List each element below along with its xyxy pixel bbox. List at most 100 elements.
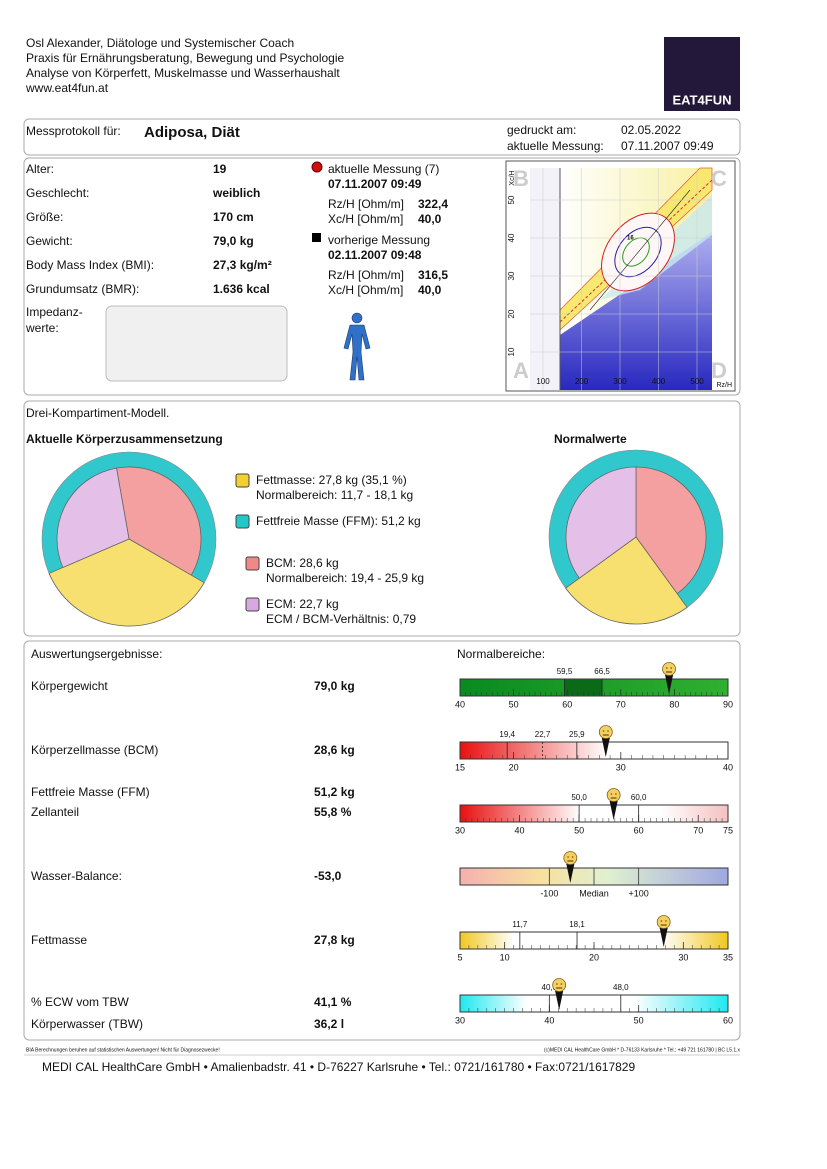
result-value: 51,2 kg	[314, 785, 355, 799]
tick-label: 40	[544, 1015, 554, 1025]
label: Messprotokoll für:	[26, 124, 121, 138]
marker-face	[606, 788, 621, 802]
tick-label: 60	[562, 699, 572, 709]
tick-label: 40	[515, 825, 525, 835]
label: Xc/H [Ohm/m]	[328, 283, 403, 297]
tick-label: 70	[616, 699, 626, 709]
patient-name: Adiposa, Diät	[144, 124, 240, 141]
x-tick-label: 100	[536, 377, 550, 386]
result-value: 36,2 l	[314, 1017, 344, 1031]
label: Xc/H [Ohm/m]	[328, 212, 403, 226]
y-tick-label: 10	[507, 347, 516, 356]
label: Geschlecht:	[26, 186, 89, 200]
tick-label: 80	[669, 699, 679, 709]
legend-text: ECM / BCM-Verhältnis: 0,79	[266, 612, 416, 626]
label: Rz/H [Ohm/m]	[328, 197, 404, 211]
x-tick-label: 500	[690, 377, 704, 386]
marker-smile	[666, 667, 673, 673]
result-label: % ECW vom TBW	[31, 995, 129, 1009]
pie-slice	[565, 536, 688, 625]
footer-note: BIA Berechnungen beruhen auf statistisch…	[26, 1047, 220, 1053]
range-label: 66,5	[594, 667, 610, 676]
result-value: -53,0	[314, 869, 342, 883]
label: Body Mass Index (BMI):	[26, 258, 154, 272]
tick-label: 30	[455, 1015, 465, 1025]
logo	[664, 37, 740, 111]
value: 1.636 kcal	[213, 282, 270, 296]
value: 02.05.2022	[621, 123, 681, 137]
normal-band	[564, 679, 603, 696]
value: 07.11.2007 09:49	[621, 139, 714, 153]
value: 27,3 kg/m²	[213, 258, 272, 272]
result-value: 28,6 kg	[314, 743, 355, 757]
pie-slice	[116, 466, 202, 576]
result-label: Körpergewicht	[31, 679, 108, 693]
previous-square	[312, 233, 321, 242]
tick-label: 35	[723, 952, 733, 962]
marker-pointer	[609, 801, 618, 820]
scale-bar	[459, 741, 729, 760]
range-label: 11,7	[512, 920, 528, 929]
value: 170 cm	[213, 210, 254, 224]
value: 40,0	[418, 283, 442, 297]
result-value: 41,1 %	[314, 995, 352, 1009]
marker-face	[552, 978, 567, 992]
tick-label: -100	[540, 888, 558, 898]
tick-label: 60	[634, 825, 644, 835]
section-title: Normalbereiche:	[457, 647, 545, 661]
range-label: 22,7	[535, 730, 551, 739]
tick-label: 70	[693, 825, 703, 835]
tick-label: 20	[509, 762, 519, 772]
result-label: Körperzellmasse (BCM)	[31, 743, 158, 757]
pie-slice	[635, 466, 707, 595]
tick-label: 75	[723, 825, 733, 835]
result-value: 79,0 kg	[314, 679, 355, 693]
marker-smile	[602, 730, 609, 736]
section-title: Drei-Kompartiment-Modell.	[26, 406, 169, 420]
y-axis-label: Xc/H	[509, 170, 516, 185]
y-tick-label: 40	[507, 233, 516, 242]
marker-smile	[660, 920, 667, 926]
section-title: Auswertungsergebnisse:	[31, 647, 162, 661]
value: 40,0	[418, 212, 442, 226]
footer-note: (c)MEDI CAL HealthCare GmbH * D-76133 Ka…	[544, 1047, 740, 1053]
marker-pointer	[659, 928, 668, 947]
label: werte:	[25, 321, 59, 335]
marker-pointer	[665, 675, 674, 694]
header-line: Analyse von Körperfett, Muskelmasse und …	[26, 66, 340, 80]
legend-swatch	[235, 473, 250, 488]
value: weiblich	[212, 186, 260, 200]
label: gedruckt am:	[507, 123, 576, 137]
marker-face	[563, 851, 578, 865]
result-value: 27,8 kg	[314, 933, 355, 947]
corner-label: C	[711, 166, 727, 191]
value: 19	[213, 162, 227, 176]
measure-date: 02.11.2007 09:48	[328, 248, 422, 262]
header-line: Osl Alexander, Diätologe und Systemische…	[26, 36, 294, 50]
tick-label: 90	[723, 699, 733, 709]
y-tick-label: 30	[507, 271, 516, 280]
legend-swatch	[235, 514, 250, 529]
value: 79,0 kg	[213, 234, 254, 248]
marker-pointer	[555, 991, 564, 1010]
pie-slice	[565, 466, 637, 579]
pie-title: Aktuelle Körperzusammensetzung	[26, 432, 223, 446]
label: Impedanz-	[26, 305, 83, 319]
impedance-table	[105, 305, 288, 382]
legend-swatch	[245, 556, 260, 571]
tick-label: 50	[574, 825, 584, 835]
x-axis-label: Rz/H	[716, 382, 732, 389]
graph-area	[530, 167, 713, 390]
tick-label: +100	[629, 888, 649, 898]
x-tick-label: 400	[652, 377, 666, 386]
marker-pointer	[566, 864, 575, 883]
label: Grundumsatz (BMR):	[26, 282, 139, 296]
tick-label: 5	[457, 952, 462, 962]
label: aktuelle Messung:	[507, 139, 604, 153]
tick-label: 30	[616, 762, 626, 772]
range-label: 19,4	[499, 730, 515, 739]
value: 322,4	[418, 197, 448, 211]
point-label: 16	[627, 236, 634, 242]
marker-pointer	[601, 738, 610, 757]
